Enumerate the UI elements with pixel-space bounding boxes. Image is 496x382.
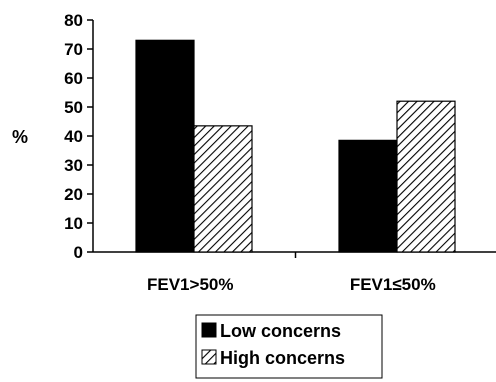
y-tick-label: 40 — [64, 127, 83, 146]
y-axis-label: % — [12, 127, 28, 147]
x-category-label: FEV1≤50% — [350, 275, 436, 294]
x-axis: FEV1>50% FEV1≤50% — [93, 251, 496, 294]
y-tick-label: 80 — [64, 11, 83, 30]
bar-low-concerns — [338, 139, 398, 253]
bars — [135, 39, 456, 253]
y-tick-label: 10 — [64, 214, 83, 233]
bar-high-concerns — [193, 125, 253, 253]
legend-swatch — [201, 349, 217, 365]
legend-label: High concerns — [220, 348, 345, 368]
legend-box — [195, 314, 383, 379]
y-tick-label: 30 — [64, 156, 83, 175]
bar-high-concerns — [396, 100, 456, 253]
legend-label: Low concerns — [220, 321, 341, 341]
legend: Low concerns High concerns — [195, 314, 383, 379]
y-tick-label: 0 — [74, 243, 83, 262]
y-tick-label: 50 — [64, 98, 83, 117]
legend-swatch — [201, 322, 217, 338]
y-axis: 0 10 20 30 40 50 60 70 80 — [64, 11, 94, 262]
bar-low-concerns — [135, 39, 195, 253]
x-category-label: FEV1>50% — [147, 275, 233, 294]
y-tick-label: 70 — [64, 40, 83, 59]
y-tick-label: 20 — [64, 185, 83, 204]
y-tick-label: 60 — [64, 69, 83, 88]
